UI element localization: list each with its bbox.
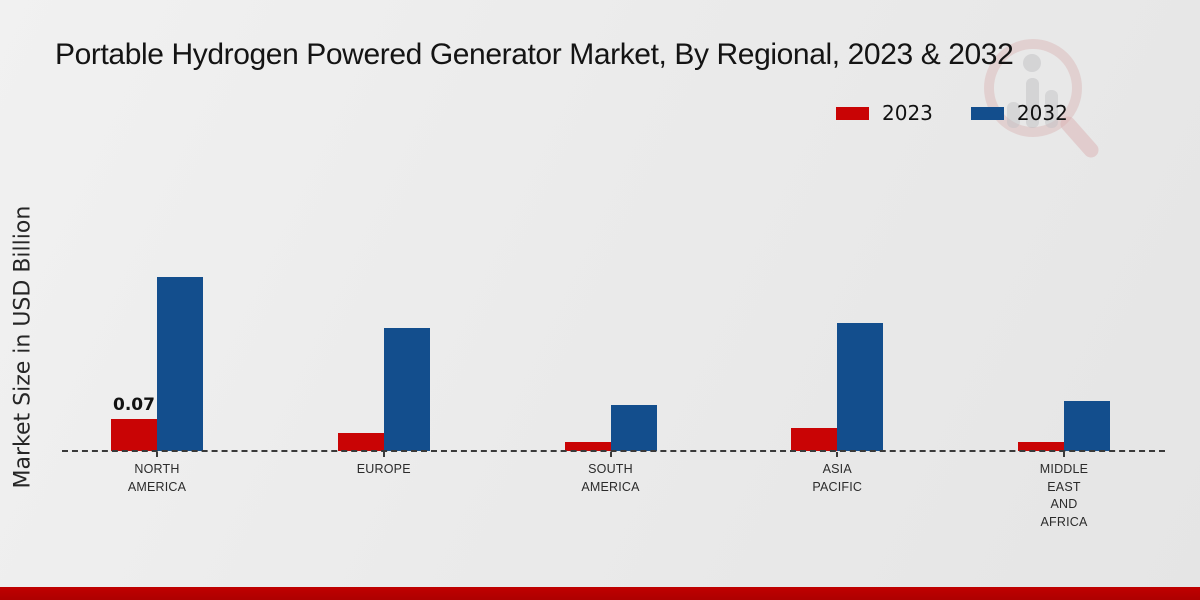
category-label-north-america: NORTH AMERICA	[127, 462, 187, 494]
watermark-bar-right	[1045, 90, 1058, 128]
bar-2023-middle-east-and-africa	[1018, 442, 1064, 451]
bar-2032-middle-east-and-africa	[1064, 401, 1110, 451]
bar-2023-europe	[337, 433, 384, 451]
bar-value-label: 0.07	[113, 395, 155, 415]
legend-label-2032: 2032	[1016, 101, 1068, 125]
legend-swatch-2023	[836, 106, 869, 120]
chart-title: Portable Hydrogen Powered Generator Mark…	[55, 38, 1014, 71]
legend-label-2023: 2023	[882, 101, 933, 125]
axis-tick	[836, 452, 839, 457]
bar-2023-south-america	[564, 442, 611, 451]
axis-tick	[1063, 452, 1065, 457]
bar-2032-north-america	[157, 277, 203, 451]
bar-2032-europe	[383, 328, 430, 451]
category-label-middle-east-and-africa: MIDDLE EAST AND AFRICA	[1039, 462, 1089, 529]
category-label-south-america: SOUTH AMERICA	[581, 462, 640, 494]
bar-2023-asia-pacific	[791, 428, 838, 451]
watermark-handle	[1060, 116, 1099, 158]
legend: 2023 2032	[836, 101, 1068, 125]
bar-2032-asia-pacific	[837, 323, 884, 451]
watermark-bar-left	[1007, 102, 1020, 128]
axis-tick	[156, 452, 158, 457]
legend-item-2023: 2023	[836, 101, 933, 125]
bar-2023-north-america	[111, 419, 157, 451]
watermark-ring	[984, 39, 1082, 137]
watermark-bar-middle	[1026, 78, 1039, 128]
bar-2032-south-america	[610, 405, 657, 451]
axis-tick	[382, 452, 385, 457]
footer-red-strip	[0, 587, 1200, 600]
legend-item-2032: 2032	[970, 101, 1068, 125]
watermark-logo	[984, 39, 1099, 158]
watermark-head	[1023, 54, 1041, 72]
axis-tick	[609, 452, 612, 457]
x-axis-baseline	[62, 450, 1165, 452]
legend-swatch-2032	[970, 106, 1004, 120]
category-label-asia-pacific: ASIA PACIFIC	[812, 462, 863, 494]
category-label-europe: EUROPE	[356, 462, 411, 476]
